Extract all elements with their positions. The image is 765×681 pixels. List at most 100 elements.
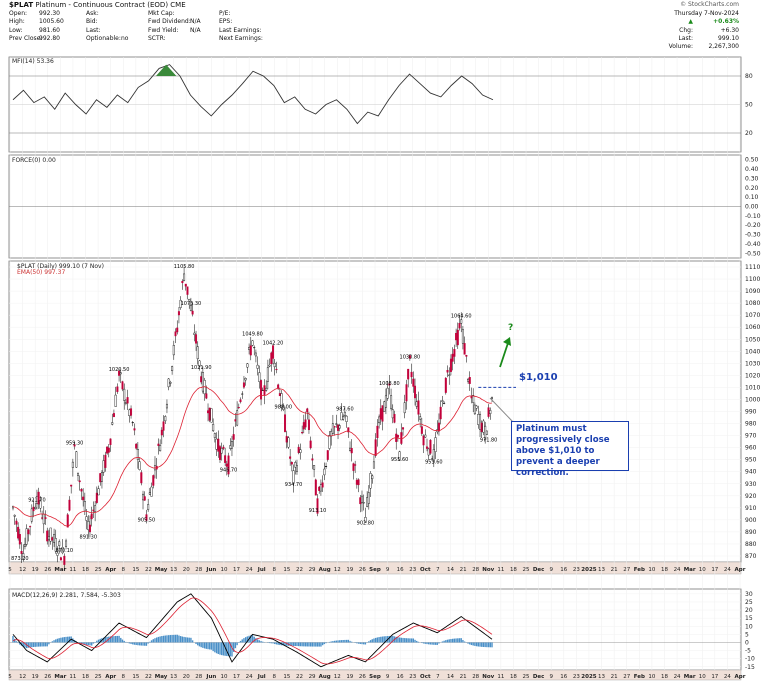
candle [278,393,281,397]
candle [200,376,203,383]
candle [422,435,425,446]
price-tick-label: 990 [745,409,757,416]
candle [147,504,150,510]
price-data-label: 934.70 [285,482,303,488]
macd-histogram-bar [431,642,433,645]
candle [176,327,179,333]
candle [367,492,370,504]
panel-label: $PLAT (Daily) 999.10 (7 Nov) [17,263,104,270]
candle [249,345,252,356]
macd-histogram-bar [417,641,420,643]
candle [273,362,276,368]
candle [354,464,357,466]
macd-histogram-bar [179,636,182,643]
macd-histogram-bar [102,637,105,643]
question-annotation: ? [508,323,514,333]
macd-histogram-bar [167,635,170,643]
candle [383,401,386,412]
macd-histogram-bar [463,641,466,643]
price-tick-label: 910 [745,505,757,512]
macd-histogram-bar [109,636,112,643]
candle [66,514,69,528]
candle [165,403,168,409]
macd-histogram-bar [486,642,488,648]
macd-histogram-bar [169,635,172,643]
macd-histogram-bar [56,638,59,643]
candle [393,414,396,423]
macd-histogram-bar [335,640,338,643]
macd-histogram-bar [292,642,295,646]
candle [347,427,350,433]
candle [208,407,211,421]
macd-histogram-bar [446,639,449,643]
candle [227,455,230,475]
macd-histogram-bar [481,642,483,647]
macd-histogram-bar [152,639,154,643]
macd-histogram-bar [209,642,211,650]
macd-histogram-bar [402,637,404,643]
x-tick-label: 16 [397,674,404,680]
macd-histogram-bar [106,636,108,643]
force-tick-label: 0.00 [745,204,759,211]
price-tick-label: 1110 [745,264,760,271]
quote-col-2: Ask: Bid: Last: Optionable: no [86,10,128,43]
macd-histogram-bar [80,642,83,644]
macd-histogram-bar [67,636,69,643]
x-tick-label: 19 [346,674,353,680]
price-data-label: 913.10 [309,508,327,514]
x-tick-label: 8 [122,674,126,680]
x-tick-label: 10 [648,567,655,573]
macd-histogram-bar [414,639,416,643]
candle [290,461,293,465]
candle [263,385,266,396]
x-tick-label: 10 [220,567,227,573]
candle [282,405,285,410]
macd-histogram-bar [428,642,430,645]
candle [88,524,91,533]
candle [248,347,251,350]
candle [313,465,316,470]
macd-histogram-bar [14,638,16,643]
candle [366,497,369,507]
macd-histogram-bar [491,642,493,648]
candle [25,528,28,545]
candle [437,422,440,432]
candle [225,463,228,467]
candle [201,372,204,392]
macd-histogram-bar [214,642,216,653]
quote-row: Last: [86,26,101,34]
candle [20,551,23,554]
candle [443,402,446,404]
macd-histogram-bar [311,642,314,647]
candle [398,451,401,461]
x-tick-label: 7 [436,674,440,680]
candle [275,368,278,371]
quote-chg: Chg: +6.30 [679,26,739,34]
macd-histogram-bar [190,637,192,643]
macd-histogram-bar [416,640,418,643]
candle [32,506,35,512]
macd-histogram-bar [46,642,48,647]
x-tick-label: 17 [233,674,240,680]
candle [78,480,81,483]
macd-histogram-bar [236,642,238,646]
candle [220,448,223,454]
candle [30,508,33,522]
x-tick-label: 24 [724,567,731,573]
macd-histogram-bar [114,636,117,643]
price-tick-label: 970 [745,433,757,440]
candle [215,438,218,450]
macd-histogram-bar [421,642,423,644]
x-tick-label: 23 [409,567,416,573]
force-tick-label: 0.50 [745,157,759,164]
candle [29,526,32,528]
macd-histogram-bar [200,642,202,648]
price-tick-label: 1030 [745,360,760,367]
candle [396,434,399,438]
price-data-label: 1030.80 [400,354,421,360]
macd-histogram-bar [156,637,158,643]
macd-histogram-bar [337,640,339,643]
chart-title: $PLAT Platinum - Continuous Contract (EO… [9,1,186,9]
candle [121,381,124,390]
price-data-label: 905.50 [138,517,156,523]
